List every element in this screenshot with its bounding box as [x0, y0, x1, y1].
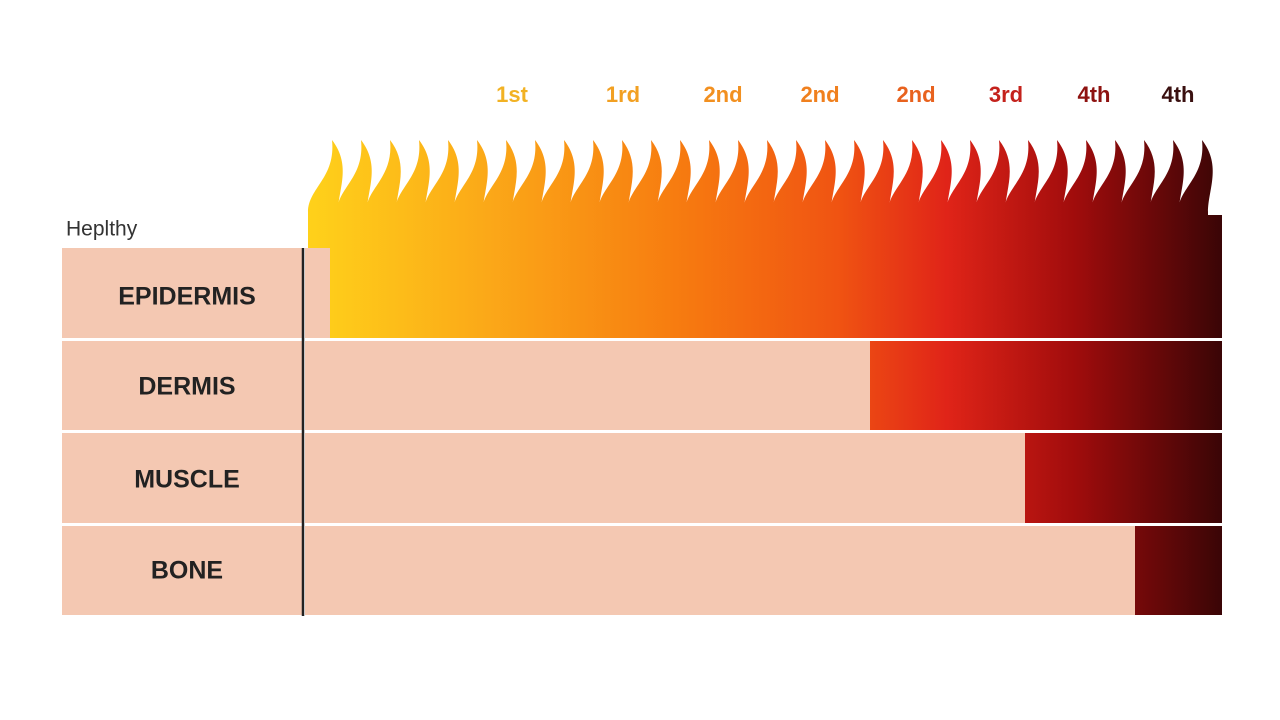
degree-label: 2nd — [703, 82, 742, 107]
degree-label: 2nd — [896, 82, 935, 107]
burn-area — [1025, 433, 1222, 523]
layer-label: BONE — [151, 557, 223, 585]
degree-label: 3rd — [989, 82, 1023, 107]
degree-label: 1rd — [606, 82, 640, 107]
degree-label: 2nd — [800, 82, 839, 107]
degree-label: 4th — [1162, 82, 1195, 107]
healthy-label: Heplthy — [66, 218, 138, 241]
layer-cell — [62, 341, 302, 430]
healthy-skin — [305, 433, 1025, 523]
layer-cell — [62, 433, 302, 523]
degree-label: 1st — [496, 82, 528, 107]
layer-label: EPIDERMIS — [118, 283, 256, 311]
layer-cell — [62, 248, 302, 338]
fire-band — [330, 215, 1222, 338]
layer-cell — [62, 526, 302, 615]
healthy-skin — [305, 526, 1135, 615]
burn-area — [870, 341, 1222, 430]
healthy-skin — [305, 248, 330, 338]
healthy-skin — [305, 341, 870, 430]
layer-label: DERMIS — [138, 373, 235, 401]
burn-area — [1135, 526, 1222, 615]
layer-label: MUSCLE — [134, 466, 240, 494]
degree-label: 4th — [1078, 82, 1111, 107]
